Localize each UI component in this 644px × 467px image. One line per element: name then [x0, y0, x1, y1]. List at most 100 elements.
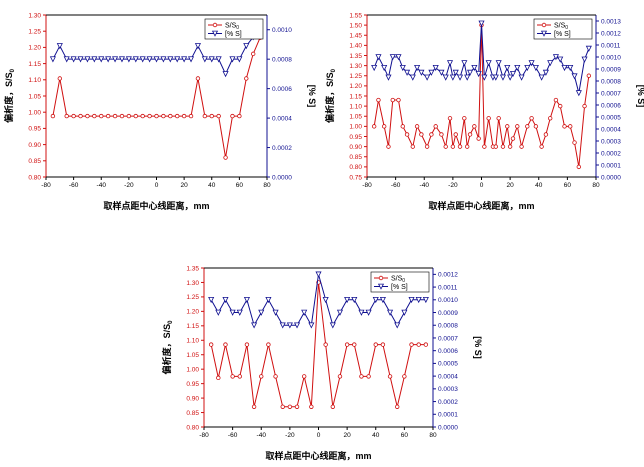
ratio-point: [147, 113, 152, 119]
sulfur-point: [293, 322, 301, 329]
left-tick-label: 0.90: [186, 395, 199, 402]
left-axis-label-subscript: 0: [168, 320, 174, 324]
ratio-point: [223, 155, 228, 160]
right-tick-label: 0.0009: [601, 66, 621, 73]
ratio-point: [251, 404, 257, 409]
right-tick-label: 0.0000: [601, 174, 621, 181]
left-tick-label: 1.00: [28, 110, 41, 117]
left-tick-label: 1.40: [349, 43, 362, 50]
ratio-point: [223, 342, 228, 347]
legend-sulfur-marker: [211, 30, 219, 37]
right-tick-label: 0.0011: [438, 284, 458, 291]
left-tick-label: 1.00: [349, 124, 362, 131]
sulfur-point: [201, 56, 208, 63]
right-tick-label: 0.0013: [601, 18, 621, 25]
sulfur-point: [70, 56, 77, 63]
right-tick-label: 0.0001: [438, 412, 458, 419]
ratio-point: [496, 116, 501, 121]
ratio-point: [57, 76, 63, 81]
ratio-point: [439, 132, 444, 137]
sulfur-point: [528, 60, 535, 67]
left-tick-label: 0.95: [186, 381, 199, 388]
ratio-point: [558, 103, 563, 109]
sulfur-point: [236, 56, 243, 63]
ratio-series-line: [373, 25, 590, 167]
right-tick-label: 0.0011: [601, 42, 621, 49]
sulfur-point: [532, 65, 539, 72]
right-tick-label: 0.0002: [272, 145, 292, 152]
sulfur-point: [215, 309, 222, 316]
x-tick-label: -40: [420, 182, 430, 189]
x-tick-label: 0: [155, 182, 159, 189]
sulfur-point: [464, 74, 471, 81]
sulfur-point: [139, 56, 146, 63]
right-tick-label: 0.0008: [272, 56, 292, 63]
sulfur-point: [452, 69, 459, 76]
ratio-point: [572, 140, 577, 145]
ratio-point: [126, 113, 132, 119]
sulfur-point: [222, 296, 229, 304]
ratio-point: [423, 342, 429, 347]
sulfur-point: [279, 322, 286, 329]
x-tick-label: 80: [592, 182, 600, 189]
ratio-point: [539, 144, 544, 149]
ratio-point: [266, 342, 271, 347]
sulfur-point: [91, 56, 98, 63]
right-tick-label: 0.0008: [438, 323, 458, 330]
legend-ratio-marker: [541, 22, 547, 28]
sulfur-point: [542, 69, 549, 76]
right-tick-label: 0.0007: [601, 90, 621, 97]
ratio-point: [175, 113, 180, 119]
ratio-point: [543, 132, 549, 137]
sulfur-point: [84, 56, 91, 63]
ratio-point: [464, 144, 470, 149]
sulfur-point: [422, 296, 429, 304]
ratio-point: [553, 97, 559, 103]
ratio-point: [390, 97, 395, 103]
x-tick-label: 0: [480, 182, 484, 189]
ratio-point: [395, 404, 400, 409]
x-tick-label: 40: [372, 432, 380, 439]
legend-sulfur-marker: [377, 283, 385, 290]
legend-sulfur-marker: [540, 30, 548, 37]
legend-ratio-label: S/S0: [225, 23, 239, 32]
left-tick-label: 0.90: [349, 144, 362, 151]
ratio-point: [515, 124, 520, 129]
sulfur-point: [77, 56, 84, 63]
sulfur-point: [329, 322, 336, 329]
ratio-point: [294, 404, 300, 409]
sulfur-point: [315, 271, 322, 278]
left-tick-label: 0.95: [349, 134, 362, 141]
sulfur-point: [265, 296, 272, 304]
left-tick-label: 1.20: [349, 83, 362, 90]
ratio-point: [416, 342, 421, 347]
ratio-point: [467, 132, 473, 137]
ratio-point: [586, 73, 592, 78]
sulfur-point: [258, 309, 265, 316]
right-tick-label: 0.0010: [272, 27, 292, 34]
sulfur-point: [456, 74, 464, 81]
sulfur-point: [49, 56, 56, 63]
x-tick-label: -40: [97, 182, 107, 189]
left-tick-label: 0.80: [349, 164, 362, 171]
sulfur-point: [372, 296, 379, 304]
ratio-point: [414, 124, 420, 129]
sulfur-point: [432, 65, 439, 72]
x-tick-label: 60: [401, 432, 409, 439]
sulfur-point: [112, 56, 119, 63]
sulfur-point: [571, 73, 578, 80]
sulfur-point: [399, 65, 406, 72]
left-tick-label: 1.55: [349, 12, 362, 19]
ratio-point: [323, 342, 328, 347]
ratio-point: [525, 124, 530, 129]
ratio-point: [273, 374, 278, 379]
left-tick-label: 1.00: [186, 366, 199, 373]
sulfur-point: [208, 56, 215, 63]
left-tick-label: 1.30: [186, 280, 199, 287]
ratio-point: [373, 342, 378, 347]
left-tick-label: 0.85: [349, 154, 362, 161]
ratio-point: [376, 97, 381, 103]
left-tick-label: 1.20: [28, 45, 41, 52]
ratio-point: [366, 374, 371, 379]
sulfur-point: [478, 20, 485, 27]
